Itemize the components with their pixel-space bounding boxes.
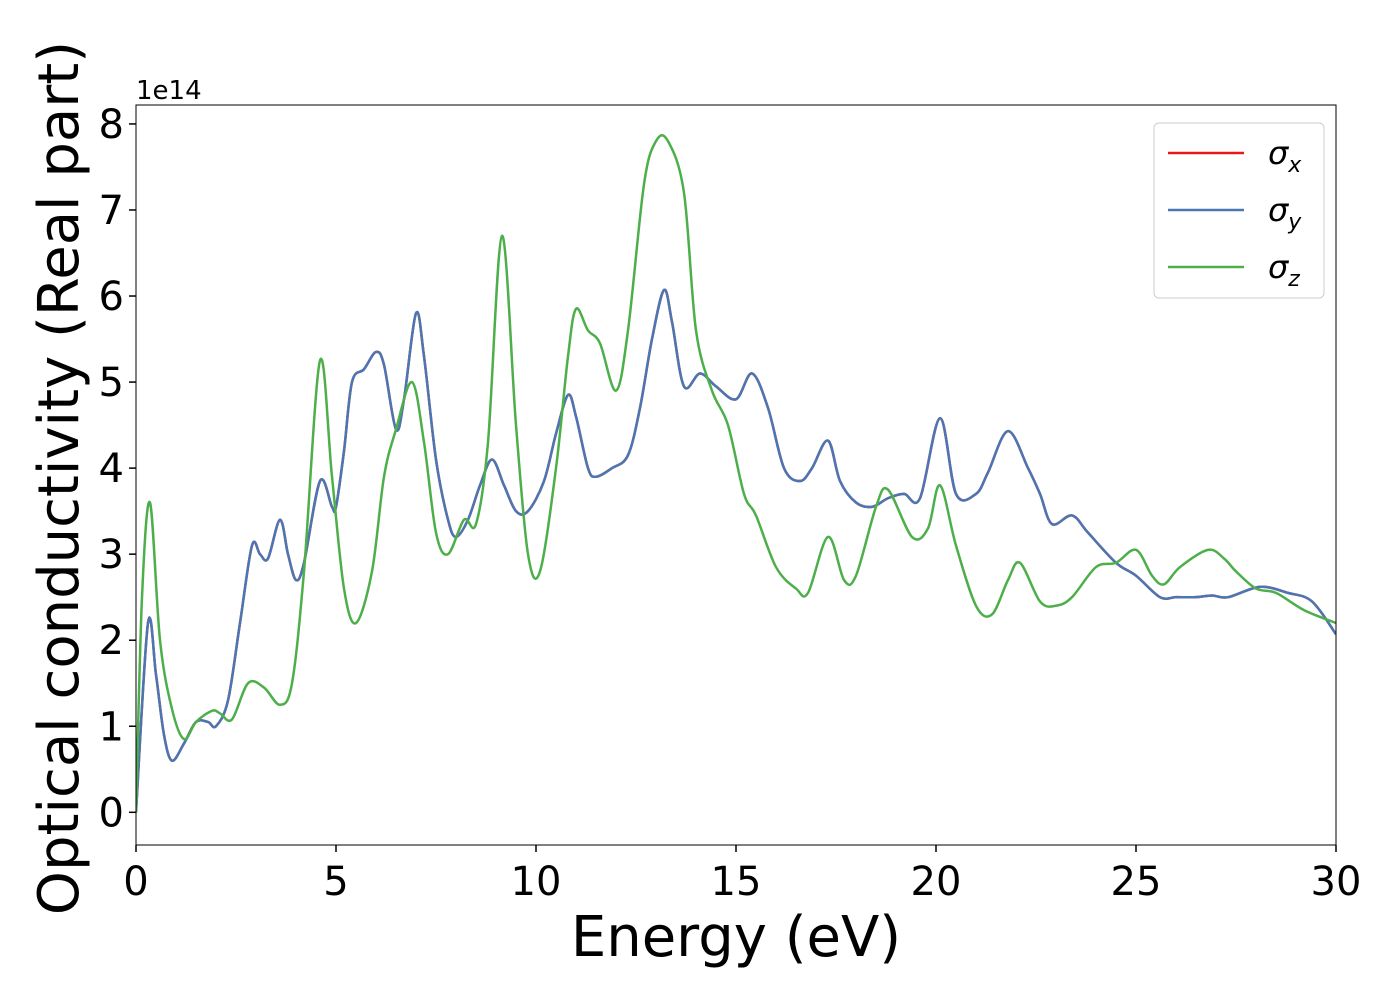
- plot-frame: [135, 104, 1337, 846]
- y-tick-label: 5: [99, 360, 124, 406]
- x-axis-label: Energy (eV): [571, 905, 901, 970]
- plot-area: [136, 105, 1336, 845]
- x-tick-label: 30: [1311, 859, 1362, 905]
- y-tick-label: 0: [99, 790, 124, 836]
- x-tick-label: 5: [323, 859, 348, 905]
- series-line: [136, 288, 1336, 813]
- y-tick-label: 8: [99, 102, 124, 148]
- x-tick-label: 10: [511, 859, 562, 905]
- y-tick-label: 1: [99, 704, 124, 750]
- y-axis-label: Optical conductivity (Real part): [27, 41, 92, 915]
- y-tick-label: 2: [99, 618, 124, 664]
- x-tick-label: 0: [123, 859, 148, 905]
- offset-label: 1e14: [136, 76, 202, 106]
- x-tick-label: 20: [911, 859, 962, 905]
- y-tick-label: 6: [99, 274, 124, 320]
- series-line: [136, 133, 1336, 813]
- legend-label: σz: [1268, 248, 1300, 292]
- y-tick-label: 7: [99, 188, 124, 234]
- y-tick-label: 4: [99, 446, 124, 492]
- legend-label: σx: [1268, 134, 1302, 178]
- x-tick-label: 25: [1111, 859, 1162, 905]
- x-tick-label: 15: [711, 859, 762, 905]
- legend-label: σy: [1268, 191, 1302, 235]
- y-tick-label: 3: [99, 532, 124, 578]
